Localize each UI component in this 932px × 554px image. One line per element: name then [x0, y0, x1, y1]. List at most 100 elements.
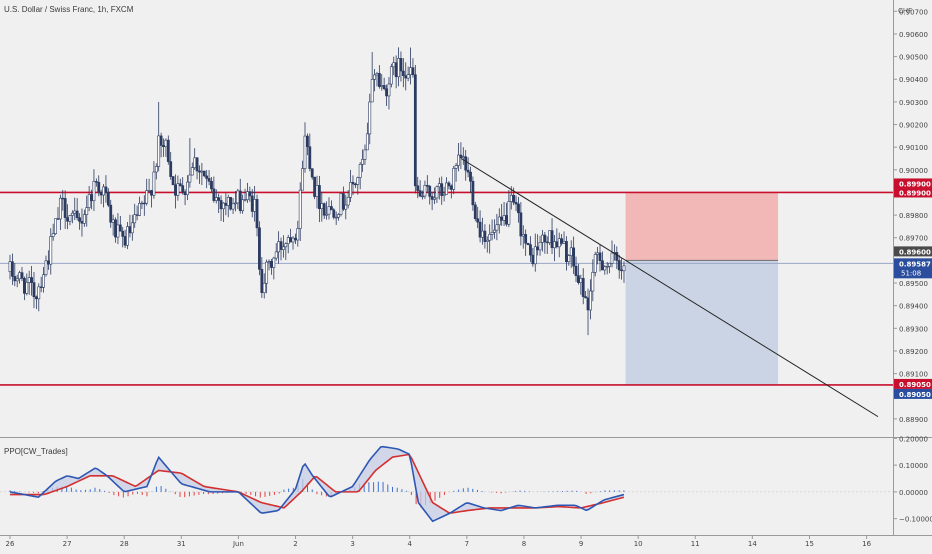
candle-body	[102, 186, 105, 196]
candle-body	[123, 236, 127, 246]
candle-body	[442, 193, 446, 196]
candle-body	[440, 183, 444, 196]
candle-body	[608, 262, 612, 267]
candle-body	[248, 191, 252, 197]
candle-body	[128, 226, 132, 234]
candle-body	[317, 185, 321, 209]
candle-body	[327, 206, 331, 215]
indicator-title: PPO[CW_Trades]	[4, 447, 68, 456]
candle-body	[164, 139, 168, 148]
stop-price-tag	[894, 178, 932, 189]
candle-body	[145, 190, 149, 204]
candle-body	[130, 222, 134, 234]
descending-trendline[interactable]	[460, 158, 879, 418]
candle-body	[502, 215, 506, 221]
candle-body	[603, 266, 607, 271]
candle-body	[8, 261, 12, 273]
time-tick-label: 7	[465, 540, 469, 548]
candle-body	[560, 238, 564, 244]
candle-body	[298, 189, 302, 229]
candle-body	[222, 202, 225, 210]
candle-body	[541, 234, 544, 243]
candle-body	[505, 215, 508, 225]
candle-body	[430, 196, 434, 200]
candle-body	[51, 233, 55, 237]
candle-body	[397, 58, 400, 78]
candle-body	[500, 216, 504, 221]
candle-body	[421, 195, 424, 198]
candle-body	[90, 194, 93, 202]
candle-body	[106, 192, 110, 206]
candle-body	[162, 145, 165, 148]
candle-body	[25, 282, 29, 294]
candle-body	[401, 70, 405, 76]
bar-countdown: 51:08	[901, 269, 921, 277]
candle-body	[512, 194, 516, 203]
candle-body	[598, 252, 602, 261]
candle-body	[519, 212, 523, 237]
candle-body	[488, 234, 492, 241]
time-tick-label: 10	[634, 540, 643, 548]
candle-body	[363, 149, 367, 160]
candle-body	[514, 202, 518, 205]
candle-body	[270, 260, 273, 268]
candle-body	[308, 146, 312, 169]
candle-body	[329, 206, 333, 211]
candle-body	[85, 207, 89, 215]
candle-body	[303, 135, 307, 169]
stop-loss-zone[interactable]	[625, 192, 779, 261]
candle-body	[217, 197, 221, 201]
candle-body	[584, 296, 588, 299]
candle-body	[169, 161, 173, 177]
candle-body	[341, 193, 345, 210]
take-profit-zone[interactable]	[625, 260, 779, 385]
entry-price-tag-label: 0.89600	[899, 248, 931, 256]
candle-body	[591, 271, 595, 292]
candle-body	[325, 213, 328, 216]
candle-body	[351, 182, 355, 185]
candle-body	[68, 215, 72, 222]
price-tick-label: 0.90100	[899, 144, 928, 152]
candle-body	[454, 165, 458, 169]
candle-body	[413, 74, 417, 187]
candle-body	[466, 169, 470, 173]
candle-body	[166, 139, 170, 162]
candle-body	[49, 236, 53, 265]
candle-body	[315, 185, 319, 197]
candle-body	[579, 278, 583, 283]
candle-body	[344, 204, 348, 210]
price-tick-label: 0.90400	[899, 76, 928, 84]
candle-body	[15, 278, 19, 282]
indicator-tick-label: −0.10000	[899, 516, 932, 524]
candle-body	[58, 197, 62, 220]
candle-body	[550, 230, 554, 249]
candle-body	[428, 185, 432, 197]
candle-body	[70, 212, 74, 216]
candle-body	[27, 277, 31, 283]
indicator-tick-label: 0.20000	[899, 435, 928, 443]
candle-body	[574, 265, 578, 276]
candle-body	[392, 62, 396, 68]
candle-body	[545, 241, 549, 244]
last-price-tag	[894, 258, 932, 279]
price-tick-label: 0.89100	[899, 371, 928, 379]
time-tick-label: Jun	[232, 540, 244, 548]
candle-body	[75, 210, 79, 218]
candle-body	[207, 178, 211, 182]
candle-body	[236, 190, 240, 204]
candle-body	[183, 191, 187, 196]
candle-body	[562, 241, 566, 244]
candle-body	[373, 74, 376, 80]
candle-body	[586, 297, 590, 311]
candle-body	[214, 197, 218, 201]
candle-body	[138, 202, 141, 216]
candle-body	[433, 197, 436, 200]
candle-body	[99, 191, 103, 196]
price-tick-label: 0.90300	[899, 99, 928, 107]
price-tick-label: 0.89500	[899, 280, 928, 288]
candle-body	[478, 221, 482, 238]
target-price-tag	[894, 388, 932, 399]
candle-body	[294, 237, 297, 241]
chart-title: U.S. Dollar / Swiss Franc, 1h, FXCM	[4, 5, 134, 14]
